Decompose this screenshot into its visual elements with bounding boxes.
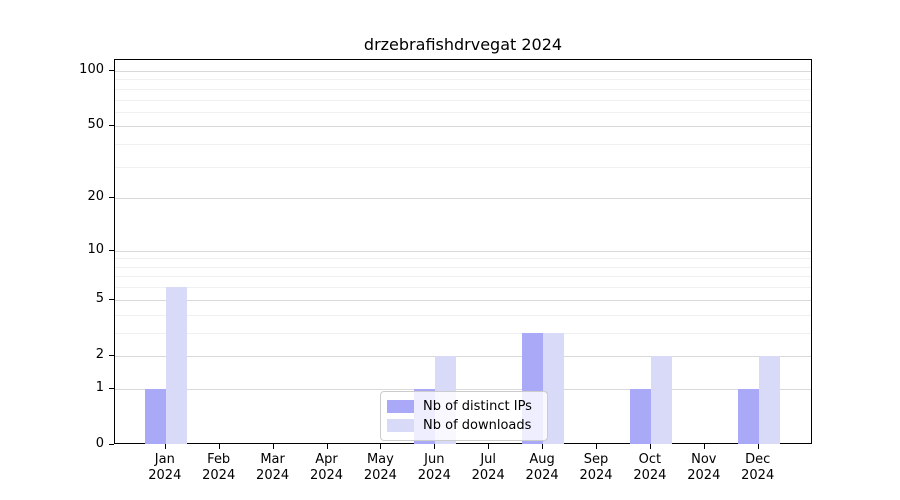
bar-downloads: [165, 287, 187, 444]
minor-gridline: [115, 258, 811, 260]
y-tick-mark: [109, 387, 114, 389]
minor-gridline: [115, 111, 811, 113]
y-tick-mark: [109, 197, 114, 199]
minor-gridline: [115, 266, 811, 268]
x-tick-label: Feb 2024: [202, 452, 236, 483]
y-tick-label: 20: [87, 189, 104, 205]
y-tick-label: 1: [95, 379, 104, 395]
y-tick-label: 2: [95, 346, 104, 362]
minor-gridline: [115, 99, 811, 101]
bar-downloads: [758, 355, 780, 444]
x-tick-mark: [380, 444, 382, 449]
y-tick-mark: [109, 354, 114, 356]
bar-distinct-ips: [737, 388, 759, 444]
x-tick-label: Sep 2024: [579, 452, 613, 483]
legend-swatch-downloads: [387, 419, 414, 432]
plot-area: [114, 59, 812, 444]
minor-gridline: [115, 88, 811, 90]
bar-distinct-ips: [144, 388, 166, 444]
y-tick-mark: [109, 298, 114, 300]
minor-gridline: [115, 287, 811, 289]
x-tick-mark: [703, 444, 705, 449]
legend-swatch-distinct-ips: [387, 400, 414, 413]
bar-downloads: [543, 332, 565, 444]
x-tick-mark: [649, 444, 651, 449]
major-gridline: [115, 71, 811, 72]
chart-title: drzebrafishdrvegat 2024: [363, 35, 563, 54]
x-tick-mark: [542, 444, 544, 449]
x-tick-label: Jan 2024: [148, 452, 182, 483]
x-tick-mark: [596, 444, 597, 449]
y-tick-label: 100: [79, 62, 104, 77]
minor-gridline: [115, 276, 811, 278]
x-tick-label: Apr 2024: [309, 452, 344, 483]
x-tick-label: Aug 2024: [525, 452, 559, 483]
bar-distinct-ips: [629, 388, 651, 444]
x-tick-mark: [272, 444, 274, 449]
legend-row: Nb of downloads: [387, 416, 539, 435]
legend-label: Nb of downloads: [423, 418, 532, 433]
y-tick-mark: [109, 249, 114, 251]
x-tick-mark: [757, 444, 759, 449]
x-tick-mark: [488, 444, 490, 449]
major-gridline: [115, 126, 811, 128]
x-tick-label: Jun 2024: [417, 452, 451, 483]
y-tick-label: 0: [95, 436, 104, 451]
x-tick-mark: [164, 444, 166, 449]
legend-label: Nb of distinct IPs: [423, 399, 532, 414]
y-tick-mark: [109, 70, 114, 71]
minor-gridline: [115, 314, 811, 316]
y-tick-label: 5: [95, 290, 104, 306]
minor-gridline: [115, 166, 811, 168]
x-tick-mark: [434, 444, 436, 449]
bar-downloads: [650, 355, 672, 444]
major-gridline: [115, 250, 811, 252]
x-tick-label: Nov 2024: [687, 452, 721, 483]
legend-row: Nb of distinct IPs: [387, 397, 539, 416]
y-tick-label: 10: [87, 241, 104, 257]
legend: Nb of distinct IPs Nb of downloads: [380, 391, 548, 441]
major-gridline: [115, 388, 811, 390]
y-tick-mark: [109, 125, 114, 127]
x-tick-label: Dec 2024: [741, 452, 775, 483]
minor-gridline: [115, 332, 811, 334]
y-tick-label: 50: [87, 117, 104, 133]
major-gridline: [115, 355, 811, 357]
x-tick-mark: [326, 444, 328, 449]
major-gridline: [115, 198, 811, 200]
y-tick-mark: [109, 444, 114, 445]
x-tick-label: Oct 2024: [633, 452, 667, 483]
x-tick-mark: [218, 444, 220, 449]
x-tick-label: May 2024: [363, 452, 397, 483]
minor-gridline: [115, 79, 811, 81]
major-gridline: [115, 299, 811, 301]
minor-gridline: [115, 144, 811, 146]
x-tick-label: Mar 2024: [256, 452, 290, 483]
x-tick-label: Jul 2024: [471, 452, 505, 483]
